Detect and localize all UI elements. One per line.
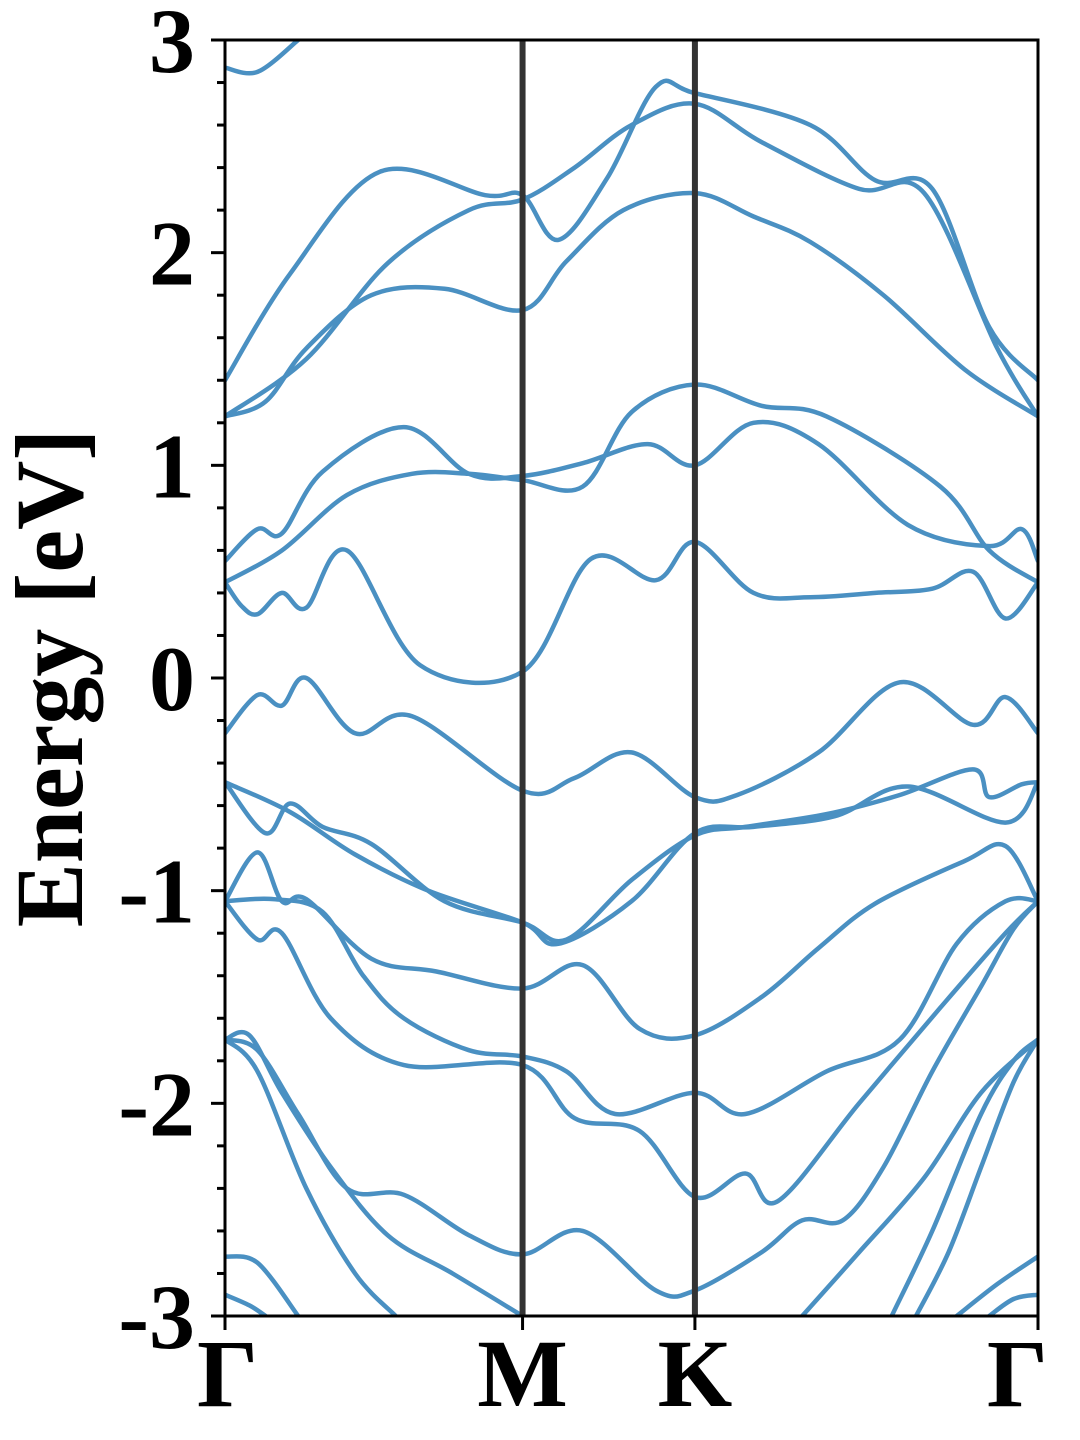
plot-frame [223,38,1040,1318]
band-line-17 [799,1037,1038,1316]
y-tick-label: 2 [149,203,195,305]
band-line-4 [225,190,1038,419]
y-tick-label: 0 [149,628,195,730]
band-line-2 [225,78,1038,383]
y-axis-label: Energy [eV] [0,429,103,928]
x-tick-label: Γ [197,1320,258,1427]
band-line-5 [225,419,1038,564]
band-line-15 [225,899,1038,1299]
band-line-22 [954,1254,1038,1316]
bands-group [225,40,1038,1316]
band-line-1 [225,40,301,76]
band-line-9 [225,767,1038,944]
y-tick-label: -2 [118,1053,195,1155]
band-line-12 [225,895,1038,1117]
band-line-21 [225,1292,268,1316]
y-tick-label: 1 [149,415,195,517]
y-tick-label: 3 [149,0,195,92]
band-line-16 [225,1037,398,1316]
band-line-11 [225,841,1038,1041]
band-line-18 [889,1037,1038,1316]
band-line-10 [225,779,1038,947]
y-axis-ticks: 3 2 1 0 -1 -2 -3 [118,0,225,1368]
band-line-3 [225,101,1038,419]
band-line-13 [225,899,1038,1206]
y-tick-label: -3 [118,1266,195,1368]
band-line-7 [225,539,1038,686]
high-symmetry-lines [519,40,698,1316]
band-line-23 [986,1292,1038,1316]
band-line-6 [225,382,1038,585]
y-tick-label: -1 [118,841,195,943]
band-line-19 [913,1037,1038,1316]
band-line-20 [225,1254,301,1316]
x-tick-label: K [658,1320,733,1427]
x-tick-label: Γ [987,1320,1048,1427]
band-line-8 [225,675,1038,804]
x-tick-label: M [477,1320,568,1427]
